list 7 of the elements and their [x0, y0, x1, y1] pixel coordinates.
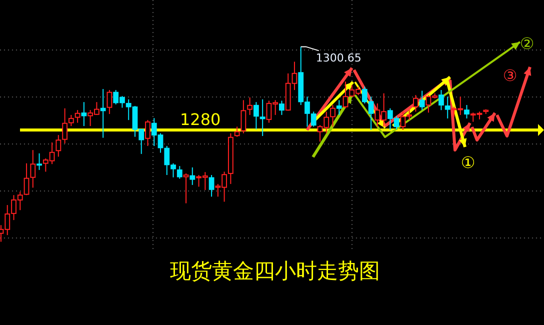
annotation: ③ — [502, 66, 518, 85]
annotation: ② — [520, 34, 534, 53]
text: 现货黄金四小时走势图 — [170, 259, 380, 283]
annotation: 1280 — [180, 110, 221, 129]
annotation: 1300.65 — [300, 46, 362, 65]
annotation: ① — [460, 153, 476, 172]
annotation: 1300.65 — [316, 52, 362, 65]
